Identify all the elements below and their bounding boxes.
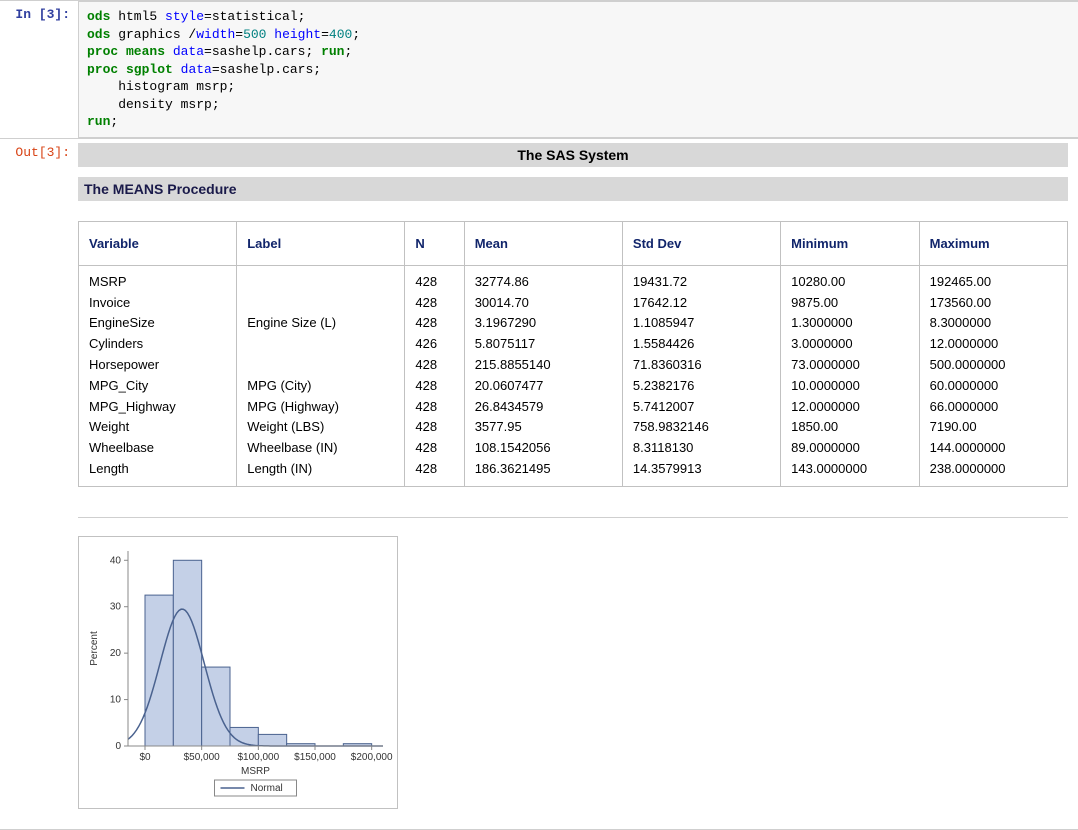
y-axis-label: Percent [89, 631, 100, 666]
data-col-5: 10280.009875.001.30000003.000000073.0000… [781, 265, 919, 486]
bar [258, 734, 286, 746]
input-cell: In [3]: ods html5 style=statistical; ods… [0, 0, 1078, 139]
bar [173, 560, 201, 746]
data-col-4: 19431.7217642.121.10859471.558442671.836… [622, 265, 780, 486]
y-tick-label: 40 [110, 555, 122, 566]
x-tick-label: $150,000 [294, 752, 336, 763]
x-tick-label: $100,000 [237, 752, 279, 763]
output-body: The SAS System The MEANS Procedure Varia… [78, 139, 1078, 829]
y-tick-label: 20 [110, 648, 122, 659]
legend-label: Normal [251, 783, 283, 794]
histogram-chart: 0 10 20 30 40 Percent $0 $50,000 $100,000 $150,00… [78, 536, 398, 809]
table-header-row: VariableLabelNMeanStd DevMinimumMaximum [79, 221, 1068, 265]
y-tick-label: 30 [110, 602, 122, 613]
data-col-6: 192465.00173560.008.300000012.0000000500… [919, 265, 1067, 486]
out-prompt: Out[3]: [0, 139, 78, 829]
sas-system-title: The SAS System [78, 143, 1068, 167]
x-axis-label: MSRP [241, 766, 270, 777]
col-variable: Variable [79, 221, 237, 265]
data-col-0: MSRPInvoiceEngineSizeCylindersHorsepower… [79, 265, 237, 486]
bar [202, 667, 230, 746]
output-cell: Out[3]: The SAS System The MEANS Procedu… [0, 139, 1078, 830]
output-separator [78, 517, 1068, 518]
data-col-3: 32774.8630014.703.19672905.8075117215.88… [464, 265, 622, 486]
code-input[interactable]: ods html5 style=statistical; ods graphic… [78, 1, 1078, 138]
table-data-row: MSRPInvoiceEngineSizeCylindersHorsepower… [79, 265, 1068, 486]
x-tick-label: $0 [139, 752, 151, 763]
y-tick-label: 0 [115, 741, 121, 752]
col-n: N [405, 221, 464, 265]
col-minimum: Minimum [781, 221, 919, 265]
x-tick-label: $200,000 [351, 752, 393, 763]
data-col-1: Engine Size (L) MPG (City)MPG (Highway)W… [237, 265, 405, 486]
chart-svg: 0 10 20 30 40 Percent $0 $50,000 $100,000 $150,00… [83, 541, 393, 806]
col-std-dev: Std Dev [622, 221, 780, 265]
in-prompt: In [3]: [0, 1, 78, 138]
col-maximum: Maximum [919, 221, 1067, 265]
y-tick-label: 10 [110, 694, 122, 705]
col-label: Label [237, 221, 405, 265]
means-proc-title: The MEANS Procedure [78, 177, 1068, 201]
means-table: VariableLabelNMeanStd DevMinimumMaximum … [78, 221, 1068, 487]
bar [145, 595, 173, 746]
data-col-2: 428428428426428428428428428428 [405, 265, 464, 486]
x-tick-label: $50,000 [184, 752, 221, 763]
col-mean: Mean [464, 221, 622, 265]
